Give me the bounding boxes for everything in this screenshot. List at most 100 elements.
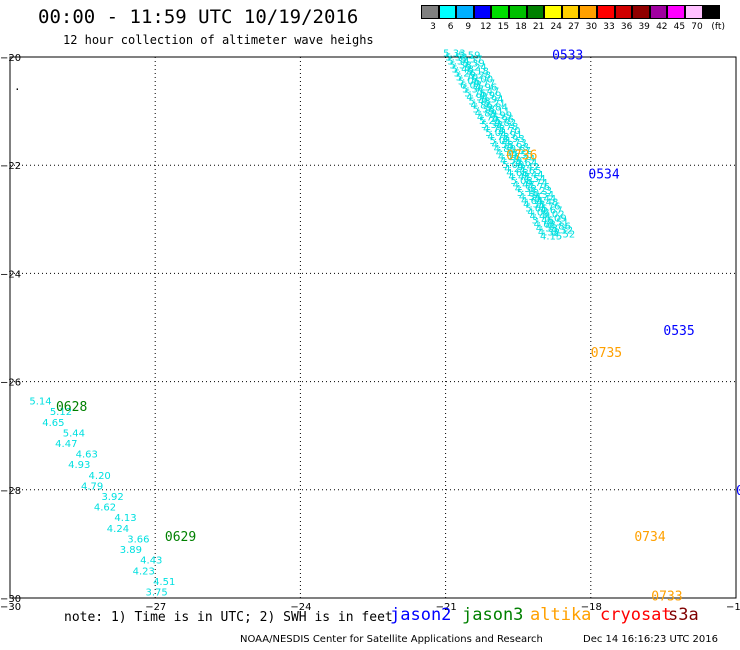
wave-height-value: 4.93 — [502, 134, 524, 145]
legend-label: 36 — [620, 22, 633, 32]
wave-height-value: 4.15 — [540, 232, 562, 243]
wave-height-value: 5.28 — [469, 71, 491, 82]
wave-height-value: 4.41 — [529, 212, 551, 223]
wave-height-value: 4.99 — [479, 90, 501, 101]
pass-label: 0535 — [663, 324, 694, 339]
y-tick-label: −26 — [0, 378, 21, 389]
wave-height-value: 4.53 — [536, 224, 558, 235]
wave-height-value: 5.70 — [456, 73, 478, 84]
wave-height-value: 4.44 — [521, 170, 543, 181]
legend-swatch — [438, 5, 457, 19]
legend-label: 33 — [603, 22, 615, 32]
chart-title: 00:00 - 11:59 UTC 10/19/2016 — [38, 6, 359, 28]
wave-height-value: 4.96 — [492, 114, 514, 125]
wave-height-value: 5.48 — [452, 65, 474, 76]
wave-height-value: 4.68 — [506, 168, 528, 179]
legend-swatch — [509, 5, 527, 19]
mission-cryosat: cryosat — [600, 605, 672, 625]
wave-height-value: 4.51 — [153, 577, 175, 588]
wave-height-value: 4.65 — [519, 166, 541, 177]
pass-label: 0734 — [634, 530, 665, 545]
wave-height-value: 4.34 — [532, 190, 554, 201]
x-tick-label: −30 — [0, 602, 21, 613]
wave-height-value: 4.16 — [498, 152, 520, 163]
legend-swatch — [702, 5, 721, 19]
mission-jason2: jason2 — [390, 605, 452, 625]
wave-height-value: 5.33 — [443, 49, 465, 60]
wave-height-value: 5.18 — [467, 67, 489, 78]
credit-line: NOAA/NESDIS Center for Satellite Applica… — [240, 634, 543, 645]
legend-label: 70 — [691, 22, 703, 32]
wave-height-value: 4.62 — [534, 220, 556, 231]
wave-height-value: 3.75 — [146, 588, 168, 599]
wave-height-value: 5.06 — [458, 76, 480, 87]
wave-height-value: 4.75 — [477, 112, 499, 123]
wave-height-value: 5.08 — [511, 176, 533, 187]
legend-swatch — [649, 5, 668, 19]
wave-height-value: 4.51 — [547, 218, 569, 229]
wave-height-value: 5.47 — [477, 86, 499, 97]
wave-height-value: 4.32 — [551, 226, 573, 237]
legend-swatch — [561, 5, 580, 19]
wave-height-value: 5.39 — [462, 59, 484, 70]
wave-height-value: 4.54 — [523, 174, 545, 185]
wave-height-value: 4.76 — [528, 182, 550, 193]
wave-height-value: 4.42 — [517, 162, 539, 173]
wave-height-value: 4.20 — [89, 471, 111, 482]
wave-height-value: 4.64 — [515, 158, 537, 169]
mission-altika: altika — [530, 605, 592, 625]
legend-unit: (ft) — [711, 22, 725, 32]
wave-height-value: 3.89 — [120, 545, 142, 556]
wave-height-value: 5.10 — [517, 188, 539, 199]
pass-label: 0628 — [56, 400, 87, 415]
wave-height-value: 4.86 — [549, 222, 571, 233]
mission-s3a: s3a — [668, 605, 699, 625]
wave-height-value: 5.24 — [465, 63, 487, 74]
y-tick-label: −24 — [0, 269, 21, 280]
wave-height-value: 4.53 — [492, 140, 514, 151]
x-tick-label: −18 — [581, 602, 602, 613]
wave-height-value: 4.52 — [553, 230, 575, 241]
wave-height-value: 5.66 — [525, 204, 547, 215]
legend-swatch — [685, 5, 703, 19]
wave-height-value: 5.38 — [473, 104, 495, 115]
y-tick-label: −20 — [0, 53, 21, 64]
plot-frame — [9, 56, 737, 599]
wave-height-value: 4.82 — [494, 118, 516, 129]
wave-height-value: 5.25 — [479, 116, 501, 127]
legend-label: 9 — [465, 22, 472, 32]
wave-height-value: 4.43 — [140, 556, 162, 567]
wave-height-value: 4.02 — [527, 208, 549, 219]
pass-label: 0533 — [552, 48, 583, 63]
wave-height-value: 4.89 — [475, 108, 497, 119]
wave-height-value: 4.97 — [466, 92, 488, 103]
wave-height-value: 4.80 — [494, 144, 516, 155]
wave-height-value: 5.09 — [502, 160, 524, 171]
wave-height-value: 4.48 — [536, 198, 558, 209]
wave-height-value: 4.57 — [509, 146, 531, 157]
wave-height-value: 4.24 — [107, 524, 129, 535]
wave-height-value: 4.23 — [133, 566, 155, 577]
mission-jason3: jason3 — [462, 605, 524, 625]
y-tick-label: −28 — [0, 486, 21, 497]
legend-swatch — [579, 5, 597, 19]
legend-label: 24 — [550, 22, 562, 32]
wave-height-value: 5.00 — [471, 75, 493, 86]
wave-height-value: 4.64 — [521, 196, 543, 207]
wave-height-value: 4.63 — [76, 450, 98, 461]
wave-height-value: 4.67 — [540, 206, 562, 217]
wave-height-value: 4.13 — [114, 513, 136, 524]
legend-label: 15 — [497, 22, 510, 32]
legend-label: 39 — [638, 22, 650, 32]
legend-label: 30 — [585, 22, 598, 32]
wave-height-value: 4.74 — [526, 178, 548, 189]
wave-height-value: 5.26 — [454, 69, 476, 80]
legend-label: 27 — [568, 22, 580, 32]
wave-height-value: 4.47 — [513, 180, 535, 191]
legend-label: 21 — [532, 22, 545, 32]
wave-height-value: 4.32 — [538, 228, 560, 239]
legend-label: 18 — [515, 22, 527, 32]
wave-height-value: 5.02 — [542, 210, 564, 221]
pass-label: 0733 — [651, 589, 682, 604]
